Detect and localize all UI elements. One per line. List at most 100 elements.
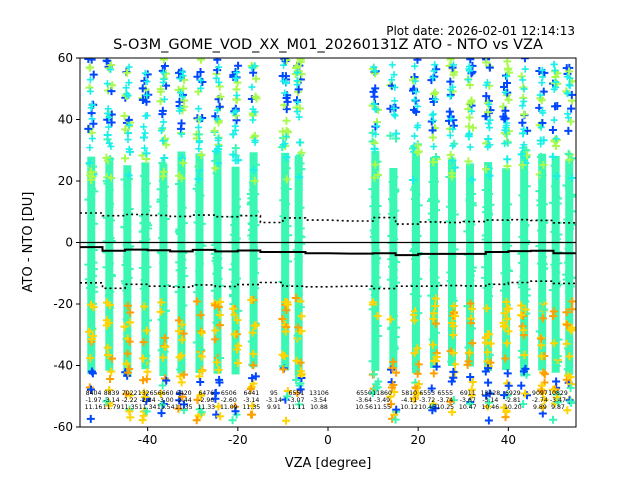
data-point [141, 129, 149, 137]
data-point [481, 185, 490, 194]
data-point [158, 159, 167, 168]
data-point [250, 176, 259, 185]
data-point [279, 212, 288, 221]
data-point [159, 167, 168, 176]
data-point [413, 292, 422, 301]
data-point [107, 118, 116, 127]
data-point [428, 126, 437, 135]
data-point [159, 202, 168, 211]
data-point [536, 152, 545, 161]
bin-std: 11.34 [139, 404, 157, 411]
data-point [431, 302, 440, 311]
data-point [485, 398, 494, 407]
axes: -40 -20 0 20 40 -60 -40 -20 0 20 40 60 [53, 51, 516, 447]
data-point [123, 301, 132, 310]
data-point [233, 345, 242, 354]
data-point [121, 277, 129, 286]
data-point [411, 96, 419, 104]
data-point [140, 302, 149, 311]
data-point [517, 301, 526, 310]
x-tick-label: -20 [228, 433, 248, 447]
data-point [429, 266, 438, 275]
data-point [283, 222, 292, 231]
data-point [503, 339, 512, 348]
bin-std: 10.47 [459, 404, 477, 411]
data-point [485, 171, 494, 180]
data-point [389, 168, 398, 177]
data-point [414, 360, 423, 369]
data-point [504, 327, 513, 336]
data-point [411, 132, 419, 140]
data-point [197, 408, 206, 417]
dense-column-core [429, 157, 438, 369]
data-point [161, 342, 170, 351]
data-point [216, 297, 225, 306]
data-point [550, 60, 558, 68]
dense-column-core [448, 160, 456, 366]
data-point [431, 61, 439, 69]
data-point [486, 124, 494, 132]
bin-count: 9097 [532, 390, 548, 397]
data-point [447, 169, 456, 178]
data-point [159, 353, 168, 362]
data-point [447, 115, 455, 123]
data-point [371, 215, 380, 224]
data-point [519, 144, 527, 152]
data-point [158, 106, 167, 115]
data-point [86, 87, 94, 95]
data-point [296, 303, 305, 312]
bin-count: 13106 [309, 390, 329, 397]
data-point [159, 118, 167, 126]
data-point [468, 107, 476, 115]
data-point [449, 348, 458, 357]
data-point [392, 278, 401, 287]
data-point [123, 182, 132, 191]
plot-date: Plot date: 2026-02-01 12:14:13 [386, 24, 575, 38]
data-point [538, 66, 546, 74]
data-point [105, 139, 113, 147]
data-point [502, 233, 511, 242]
data-point [447, 377, 456, 386]
data-point [485, 210, 494, 219]
data-point [248, 83, 256, 91]
data-point [552, 361, 561, 370]
data-point [180, 96, 189, 105]
data-point [481, 231, 490, 240]
data-point [198, 78, 207, 87]
data-point [468, 263, 477, 272]
data-point [450, 61, 458, 69]
data-point [503, 58, 512, 66]
data-point [503, 72, 511, 80]
data-point [481, 165, 490, 174]
data-point [216, 354, 225, 363]
dense-column-core [565, 160, 574, 375]
data-point [103, 179, 112, 188]
data-point [195, 123, 203, 131]
data-point [370, 192, 379, 201]
bin-mean: -3.74 [437, 397, 453, 404]
data-point [282, 153, 291, 162]
data-point [251, 269, 260, 278]
data-point [486, 200, 495, 209]
data-point [449, 367, 458, 376]
data-point [373, 273, 382, 282]
data-point [174, 316, 183, 325]
data-point [446, 58, 455, 64]
data-point [88, 184, 97, 193]
data-point [414, 274, 423, 283]
data-point [390, 342, 399, 351]
data-point [86, 168, 95, 177]
data-point [430, 90, 439, 99]
data-point [126, 308, 135, 317]
data-point [537, 123, 545, 131]
bin-mean: -3.47 [550, 397, 566, 404]
data-point [446, 268, 455, 277]
bin-count: 5810 [401, 390, 417, 397]
data-point [196, 378, 205, 387]
data-point [565, 396, 574, 405]
data-point [232, 202, 241, 211]
data-point [413, 231, 422, 240]
data-point [411, 62, 419, 70]
data-point [279, 365, 288, 374]
